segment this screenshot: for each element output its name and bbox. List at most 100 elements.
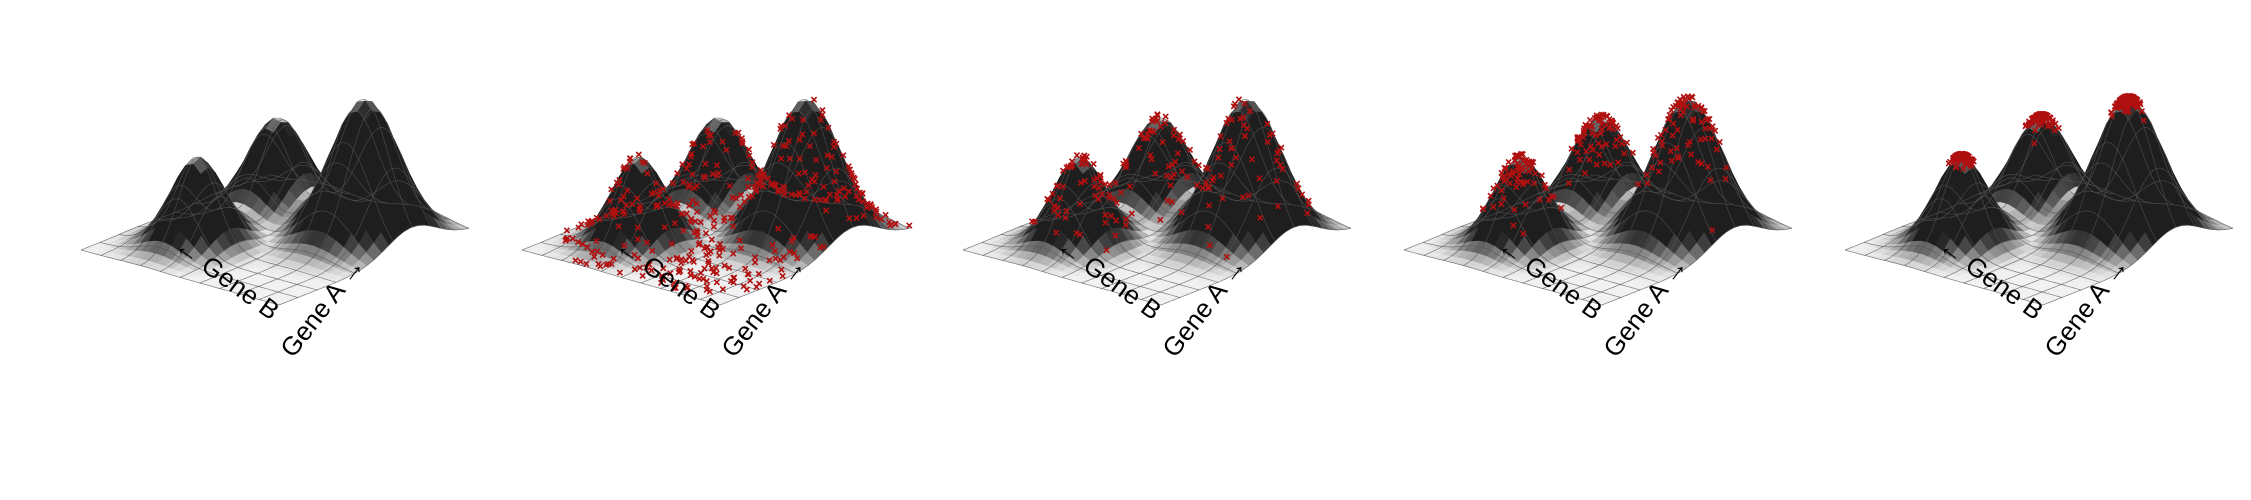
cell-marker [742,265,749,272]
cell-marker [1178,209,1185,216]
cell-marker [840,185,847,192]
cell-marker [772,255,779,262]
cell-marker [621,242,628,249]
cell-marker [1266,131,1273,139]
cell-marker [1159,138,1166,146]
cell-marker [599,251,606,259]
cell-marker [706,138,714,146]
cell-marker [686,202,693,209]
cell-marker [1228,161,1235,169]
cell-marker [796,191,804,198]
surface-grid [80,98,470,306]
cell-marker [906,222,913,229]
cell-marker [699,143,707,150]
cell-marker [1164,197,1171,204]
cell-marker [799,116,807,124]
cell-marker [692,218,699,225]
cell-marker [1235,96,1243,103]
cell-marker [1206,242,1213,249]
cell-marker [738,134,746,142]
grid-line [99,242,299,298]
cell-marker [1209,177,1216,184]
cell-marker [579,240,586,248]
cell-marker [1505,158,1512,166]
cell-marker [1135,144,1142,152]
cell-marker [689,197,696,204]
cell-marker [1219,195,1226,202]
cell-marker [708,236,715,243]
cell-marker [1091,183,1098,190]
cell-marker [679,161,686,168]
cell-marker [1112,232,1119,239]
cell-marker [666,256,673,263]
cell-marker [752,187,760,195]
cell-marker [848,172,856,179]
cell-marker [1174,150,1182,157]
cell-marker [643,264,650,271]
cell-marker [721,214,728,222]
cell-marker [1298,191,1306,198]
cell-marker [1044,195,1051,203]
cell-marker [613,179,621,186]
cell-marker [723,146,730,154]
cell-marker [623,202,630,209]
cell-marker [1059,183,1067,190]
cell-marker [563,227,571,234]
cell-marker [1063,207,1070,215]
cell-marker [1223,119,1230,127]
cell-marker [1122,162,1130,169]
cell-marker [729,214,736,222]
cell-marker [1102,219,1109,226]
cell-marker [713,172,721,179]
cell-marker [732,129,739,137]
cell-marker [610,255,617,262]
cell-marker [872,214,880,221]
cell-marker [585,218,592,225]
cell-marker [1205,202,1213,209]
cell-marker [1073,152,1081,159]
cell-marker [748,163,756,171]
cell-marker [608,260,615,268]
cell-marker [689,256,696,264]
cell-marker [709,170,717,178]
cell-marker [685,160,693,168]
cell-marker [708,265,716,272]
cell-marker [817,116,824,124]
cell-marker [777,125,784,132]
cell-marker [1170,126,1178,133]
cell-marker [719,138,726,145]
cell-marker [877,216,885,223]
cell-marker [771,247,778,255]
cell-marker [1215,154,1222,161]
cell-marker [703,283,711,290]
cell-marker [882,211,889,219]
cell-marker [688,150,695,158]
cell-marker [1305,197,1312,204]
cell-marker [1146,127,1153,134]
cell-marker [1205,223,1212,231]
cell-marker [840,152,847,159]
cell-marker [682,282,689,289]
cell-marker [791,250,798,257]
cell-markers [1028,96,1312,261]
cell-marker [753,179,761,186]
cell-marker [702,230,710,237]
cell-marker [1053,182,1060,190]
cell-marker [766,277,773,284]
cell-marker [1256,175,1263,182]
grid-line [219,109,410,289]
cell-marker [1191,158,1198,165]
landscape-surface [962,100,1353,306]
grid-line [1141,167,1332,300]
cell-marker [1117,189,1125,196]
cell-marker [810,96,818,103]
cell-marker [634,235,642,243]
cell-marker [1223,253,1230,261]
cell-marker [578,221,585,228]
cell-marker [810,130,818,137]
grid-line [1081,162,1272,284]
cell-marker [1168,198,1176,206]
cell-marker [1112,179,1119,186]
cell-marker [739,140,746,147]
